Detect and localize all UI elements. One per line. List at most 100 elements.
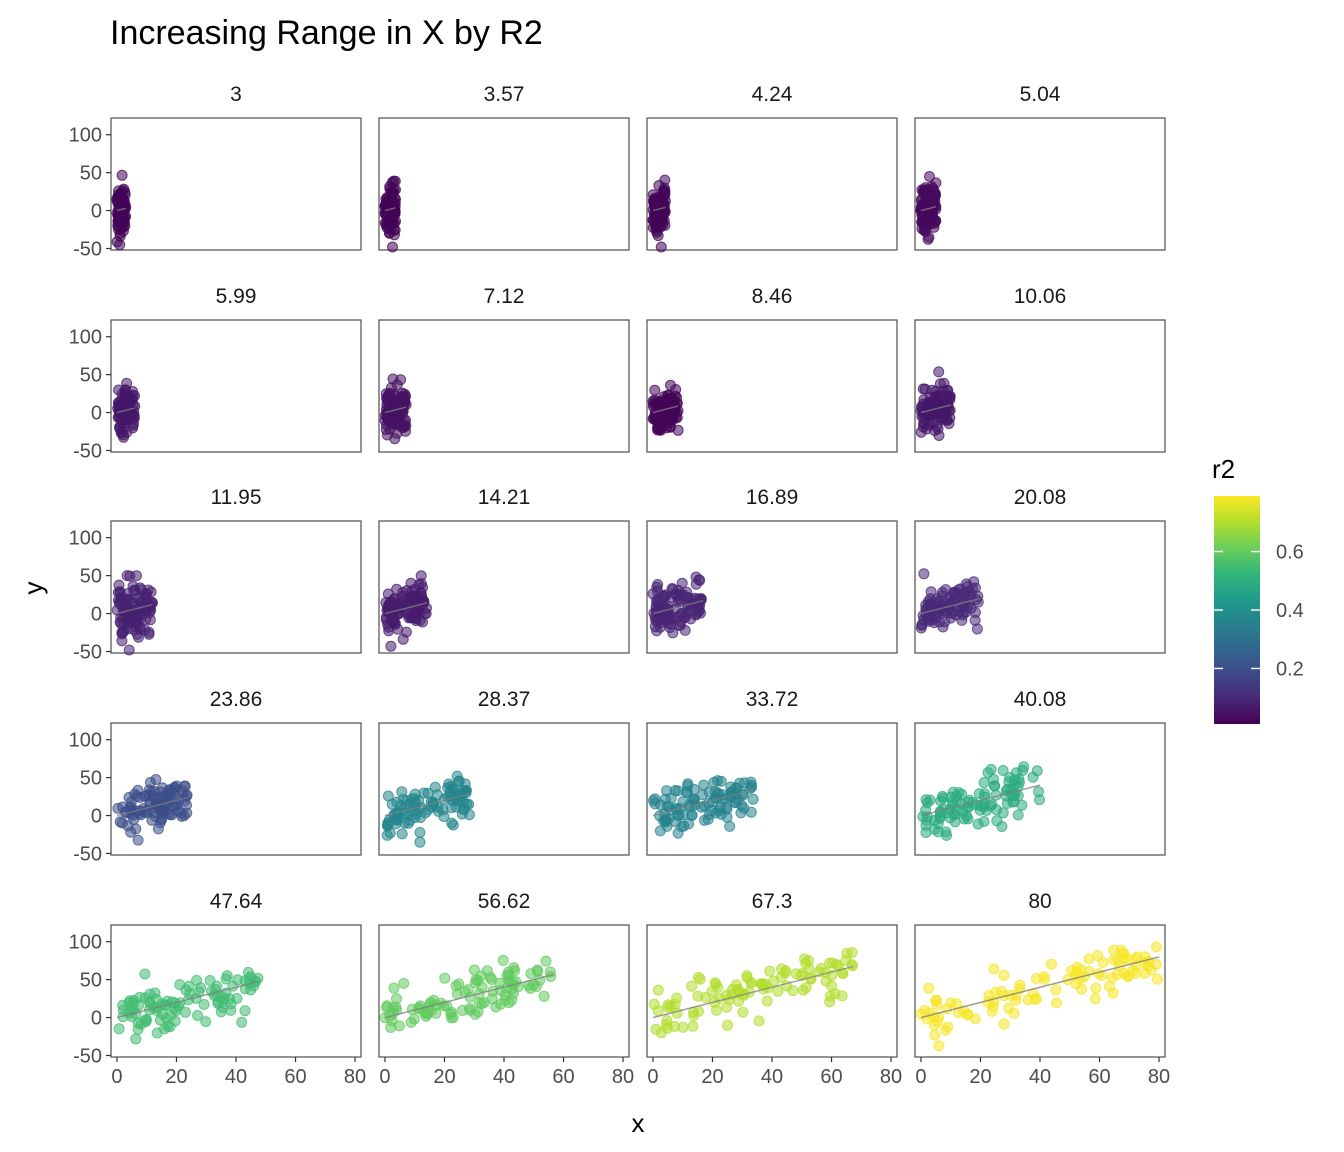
- data-point: [923, 982, 935, 994]
- x-tick-label: 80: [880, 1066, 902, 1088]
- data-point: [826, 980, 838, 992]
- y-tick-label: 50: [80, 365, 102, 387]
- data-point: [114, 230, 126, 242]
- facet-label: 33.72: [746, 688, 799, 711]
- data-point: [540, 955, 552, 967]
- data-point: [941, 414, 953, 426]
- facet-panel: 14.21: [378, 486, 630, 654]
- data-point: [682, 778, 694, 790]
- data-point: [1018, 761, 1030, 773]
- data-point: [379, 1012, 391, 1024]
- data-point: [473, 997, 485, 1009]
- data-point: [174, 979, 186, 991]
- data-point: [711, 1004, 722, 1016]
- data-point: [398, 590, 409, 602]
- data-point: [122, 820, 134, 832]
- data-point: [132, 1023, 144, 1035]
- x-tick-label: 80: [612, 1066, 634, 1088]
- data-point: [969, 607, 981, 618]
- data-point: [918, 614, 930, 626]
- fit-line: [652, 789, 754, 817]
- data-point: [123, 644, 135, 656]
- data-point: [385, 640, 397, 652]
- data-point: [1003, 1002, 1014, 1014]
- data-point: [135, 612, 147, 624]
- data-point: [113, 1023, 125, 1035]
- data-point: [846, 947, 858, 958]
- data-point: [667, 627, 679, 639]
- data-point: [933, 1040, 945, 1052]
- data-point: [938, 377, 950, 389]
- data-point: [1050, 984, 1062, 996]
- data-point: [221, 970, 233, 982]
- data-point: [387, 241, 398, 253]
- fit-line: [116, 980, 259, 1019]
- data-point: [998, 1018, 1010, 1030]
- facet-label: 5.04: [1020, 83, 1061, 106]
- data-point: [138, 595, 150, 607]
- y-tick-label: 50: [80, 566, 102, 588]
- data-point: [140, 1016, 152, 1028]
- data-point: [127, 580, 139, 592]
- y-tick-label: 100: [69, 528, 102, 550]
- fit-line: [116, 796, 189, 817]
- facet-panel: 5.99 -50 0 50 100: [69, 285, 362, 462]
- fit-line: [920, 206, 937, 212]
- fit-line: [652, 965, 854, 1019]
- data-point: [978, 777, 990, 788]
- facet-label: 16.89: [746, 486, 799, 509]
- data-point: [532, 965, 543, 977]
- data-point: [1151, 973, 1163, 985]
- data-point: [996, 821, 1008, 832]
- data-point: [1008, 779, 1020, 791]
- data-point: [389, 433, 401, 445]
- x-tick-label: 40: [493, 1066, 515, 1088]
- facet-label: 10.06: [1014, 285, 1067, 308]
- data-point: [693, 574, 705, 586]
- data-point: [924, 391, 936, 403]
- data-point: [464, 1004, 476, 1016]
- data-point: [192, 1010, 204, 1021]
- fit-line: [384, 973, 554, 1019]
- data-point: [736, 800, 748, 811]
- data-point: [139, 968, 151, 980]
- data-point: [669, 1021, 681, 1032]
- data-point: [687, 793, 699, 805]
- data-point: [503, 997, 515, 1009]
- x-tick-label: 0: [379, 1066, 390, 1088]
- data-point: [162, 808, 174, 820]
- x-tick-label: 60: [284, 1066, 306, 1088]
- y-tick-label: 50: [80, 163, 102, 185]
- facet-label: 3: [230, 83, 242, 106]
- legend-title: r2: [1212, 454, 1235, 484]
- fit-line: [652, 405, 679, 414]
- data-point: [734, 777, 746, 789]
- data-point: [654, 825, 666, 837]
- data-point: [418, 1007, 430, 1019]
- legend-tick-label: 0.4: [1276, 600, 1304, 622]
- facet-label: 56.62: [478, 890, 531, 913]
- data-point: [988, 963, 1000, 975]
- fit-line: [384, 207, 396, 212]
- facet-panel: 20.08: [914, 486, 1166, 654]
- data-point: [179, 780, 191, 792]
- x-tick-label: 60: [820, 1066, 842, 1088]
- facet-panel: 7.12: [378, 285, 630, 453]
- data-point: [936, 595, 948, 607]
- data-point: [998, 969, 1010, 981]
- data-point: [652, 1005, 664, 1017]
- data-point: [655, 241, 667, 253]
- data-point: [1151, 941, 1162, 953]
- data-point: [659, 174, 671, 186]
- fit-line: [116, 603, 153, 615]
- data-point: [972, 818, 984, 830]
- data-point: [113, 384, 125, 396]
- data-point: [1071, 966, 1083, 978]
- facet-label: 14.21: [478, 486, 531, 509]
- data-point: [144, 996, 156, 1008]
- data-point: [400, 626, 412, 638]
- data-point: [132, 834, 144, 846]
- data-point: [405, 1016, 417, 1028]
- y-tick-label: 100: [69, 730, 102, 752]
- x-tick-label: 20: [701, 1066, 723, 1088]
